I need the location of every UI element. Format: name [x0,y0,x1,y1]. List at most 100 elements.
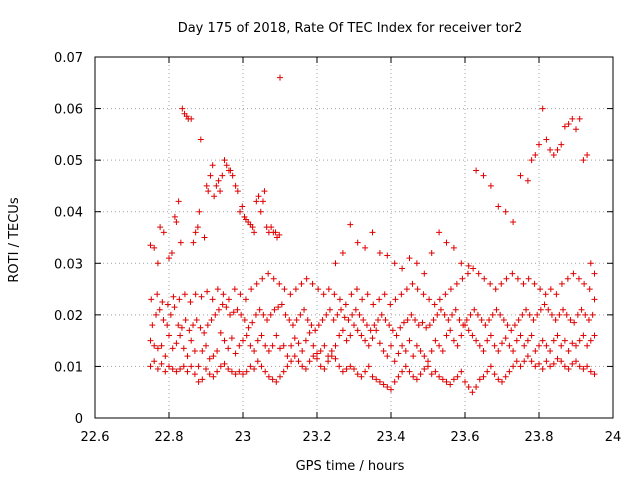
data-point [289,322,296,329]
data-point [188,363,195,370]
data-point [403,286,410,293]
data-point [530,317,537,324]
data-point [580,332,587,339]
data-point [404,317,411,324]
data-point [254,337,261,344]
y-tick-label: 0.03 [54,257,83,272]
data-point [304,317,311,324]
data-point [302,337,309,344]
data-point [264,317,271,324]
data-point [268,224,275,231]
data-point [543,358,550,365]
data-point [443,378,450,385]
data-point [459,275,466,282]
data-point [387,301,394,308]
data-point [166,363,172,370]
data-point [270,275,277,282]
data-point [336,296,343,303]
data-point [587,337,594,344]
data-point [336,332,343,339]
data-point [421,270,428,277]
data-point [373,327,380,334]
data-point [510,219,517,226]
data-point [272,229,279,236]
data-point [298,280,305,287]
data-point [519,311,526,318]
data-point [184,368,191,375]
data-point [158,360,165,367]
data-point [149,322,156,329]
data-point [196,208,203,215]
data-point [515,317,522,324]
data-point [251,347,258,354]
data-point [443,239,450,246]
data-point [367,327,374,334]
data-point [171,304,178,311]
data-point [319,317,326,324]
y-tick-label: 0 [75,412,83,427]
data-point [341,314,348,321]
data-point [310,353,317,360]
data-point [245,324,252,331]
data-point [156,306,163,313]
data-point [184,353,191,360]
data-point [371,322,378,329]
data-point [393,332,400,339]
data-point [328,347,335,354]
data-point [473,337,480,344]
data-point [349,311,356,318]
data-point [209,296,216,303]
data-point [251,229,258,236]
data-point [428,371,435,378]
data-point [220,291,227,298]
data-point [187,298,194,305]
data-point [406,255,413,262]
data-point [236,368,243,375]
data-point [591,270,598,277]
data-point [510,363,517,370]
data-point [573,358,579,365]
data-point [240,337,246,344]
data-point [249,224,256,231]
data-point [228,335,235,342]
data-point [558,358,565,365]
data-point [301,306,308,313]
data-point [578,306,585,313]
data-point [415,322,422,329]
data-point [201,234,208,241]
data-point [489,311,496,318]
data-point [299,347,306,354]
data-point [370,301,377,308]
data-point [169,366,176,373]
data-point [487,280,494,287]
data-point [499,340,505,347]
data-point [334,311,341,318]
data-point [384,353,391,360]
data-point [558,342,565,349]
data-point [493,306,500,313]
data-point [147,242,154,249]
data-point [564,275,571,282]
data-point [286,317,293,324]
data-point [348,291,355,298]
data-point [240,371,246,378]
data-point [362,337,369,344]
data-point [332,342,339,349]
data-point [237,208,244,215]
x-tick-label: 23.4 [377,430,406,445]
data-point [399,342,406,349]
data-point [154,291,161,298]
data-point [573,342,579,349]
data-point [262,368,269,375]
data-point [205,188,212,195]
data-point [223,162,230,169]
data-point [188,115,195,122]
data-point [295,358,302,365]
x-tick-label: 23.6 [451,430,480,445]
data-point [186,327,193,334]
data-point [227,167,234,174]
data-point [180,345,187,352]
y-tick-label: 0.07 [54,51,83,66]
data-point [561,337,568,344]
data-point [232,350,239,357]
